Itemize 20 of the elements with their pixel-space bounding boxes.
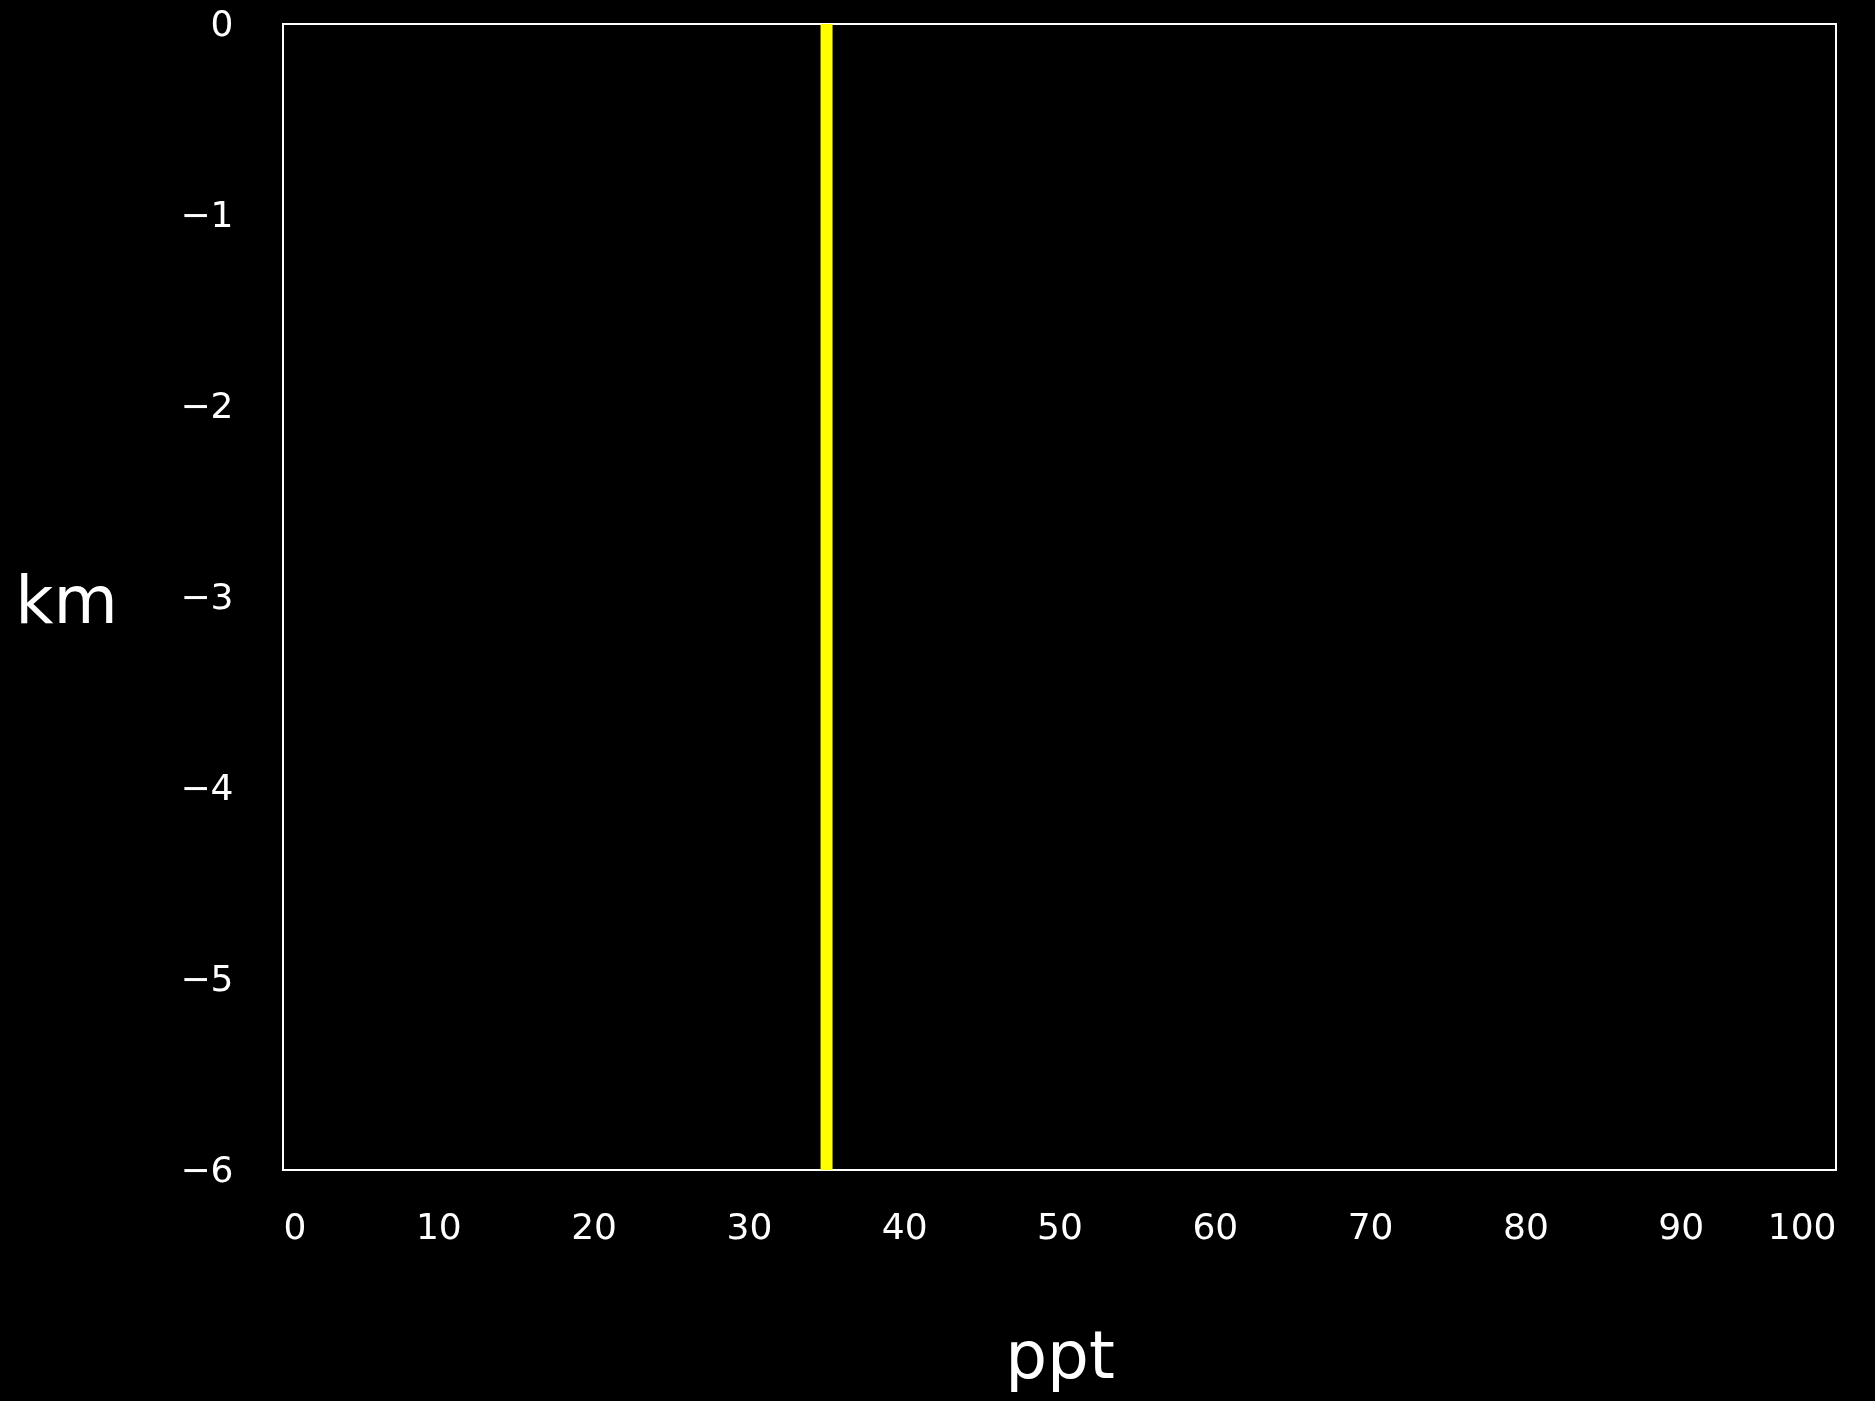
y-tick-label: −1	[180, 193, 234, 235]
y-tick-label: −5	[180, 957, 234, 999]
y-tick-label: 0	[210, 2, 234, 44]
y-axis-title: km	[15, 561, 118, 639]
y-tick-label: −6	[180, 1148, 234, 1190]
y-tick-label: −2	[180, 384, 234, 426]
y-tick-label: −4	[180, 766, 234, 808]
x-tick-label: 40	[881, 1205, 928, 1247]
x-axis-title: ppt	[1005, 1316, 1115, 1394]
y-tick-label: −3	[180, 575, 234, 617]
x-tick-label: 10	[415, 1205, 462, 1247]
x-tick-label: 70	[1347, 1205, 1394, 1247]
x-tick-label: 50	[1037, 1205, 1083, 1247]
x-tick-label: 100	[1767, 1205, 1837, 1247]
x-tick-label: 60	[1192, 1205, 1239, 1247]
x-tick-label: 0	[283, 1205, 307, 1247]
x-tick-label: 30	[726, 1205, 773, 1247]
x-tick-label: 20	[571, 1205, 618, 1247]
x-tick-label: 90	[1658, 1205, 1705, 1247]
x-tick-label: 80	[1502, 1205, 1549, 1247]
